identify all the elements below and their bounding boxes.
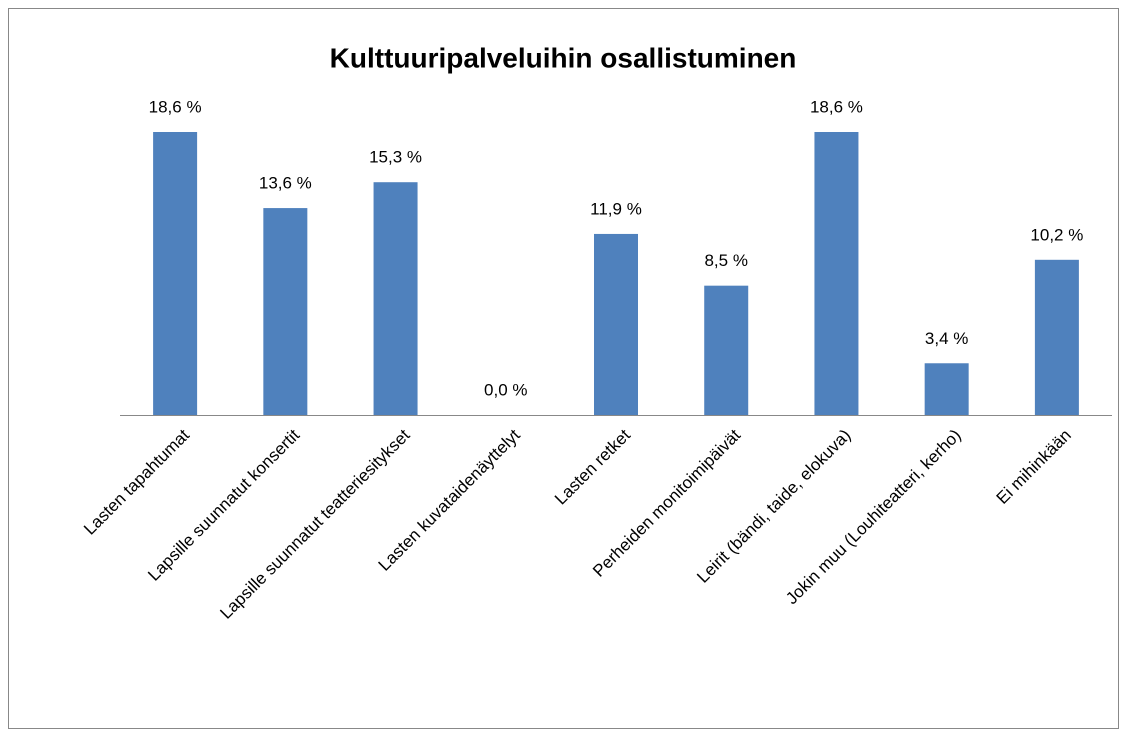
data-label: 8,5 % bbox=[704, 251, 747, 270]
data-label: 3,4 % bbox=[925, 329, 968, 348]
data-label: 11,9 % bbox=[590, 199, 642, 218]
data-label: 15,3 % bbox=[369, 148, 422, 167]
data-label: 0,0 % bbox=[484, 380, 527, 399]
data-label: 18,6 % bbox=[149, 97, 202, 116]
bar bbox=[373, 182, 418, 415]
data-label: 18,6 % bbox=[810, 97, 863, 116]
bar bbox=[814, 132, 859, 415]
chart-title: Kulttuuripalveluihin osallistuminen bbox=[330, 42, 797, 73]
data-label: 10,2 % bbox=[1030, 225, 1083, 244]
bar bbox=[924, 363, 969, 415]
bar bbox=[153, 132, 198, 415]
bar bbox=[263, 208, 308, 415]
data-label: 13,6 % bbox=[259, 174, 312, 193]
bar bbox=[1034, 259, 1079, 415]
bar bbox=[594, 233, 638, 415]
bar bbox=[704, 285, 749, 415]
